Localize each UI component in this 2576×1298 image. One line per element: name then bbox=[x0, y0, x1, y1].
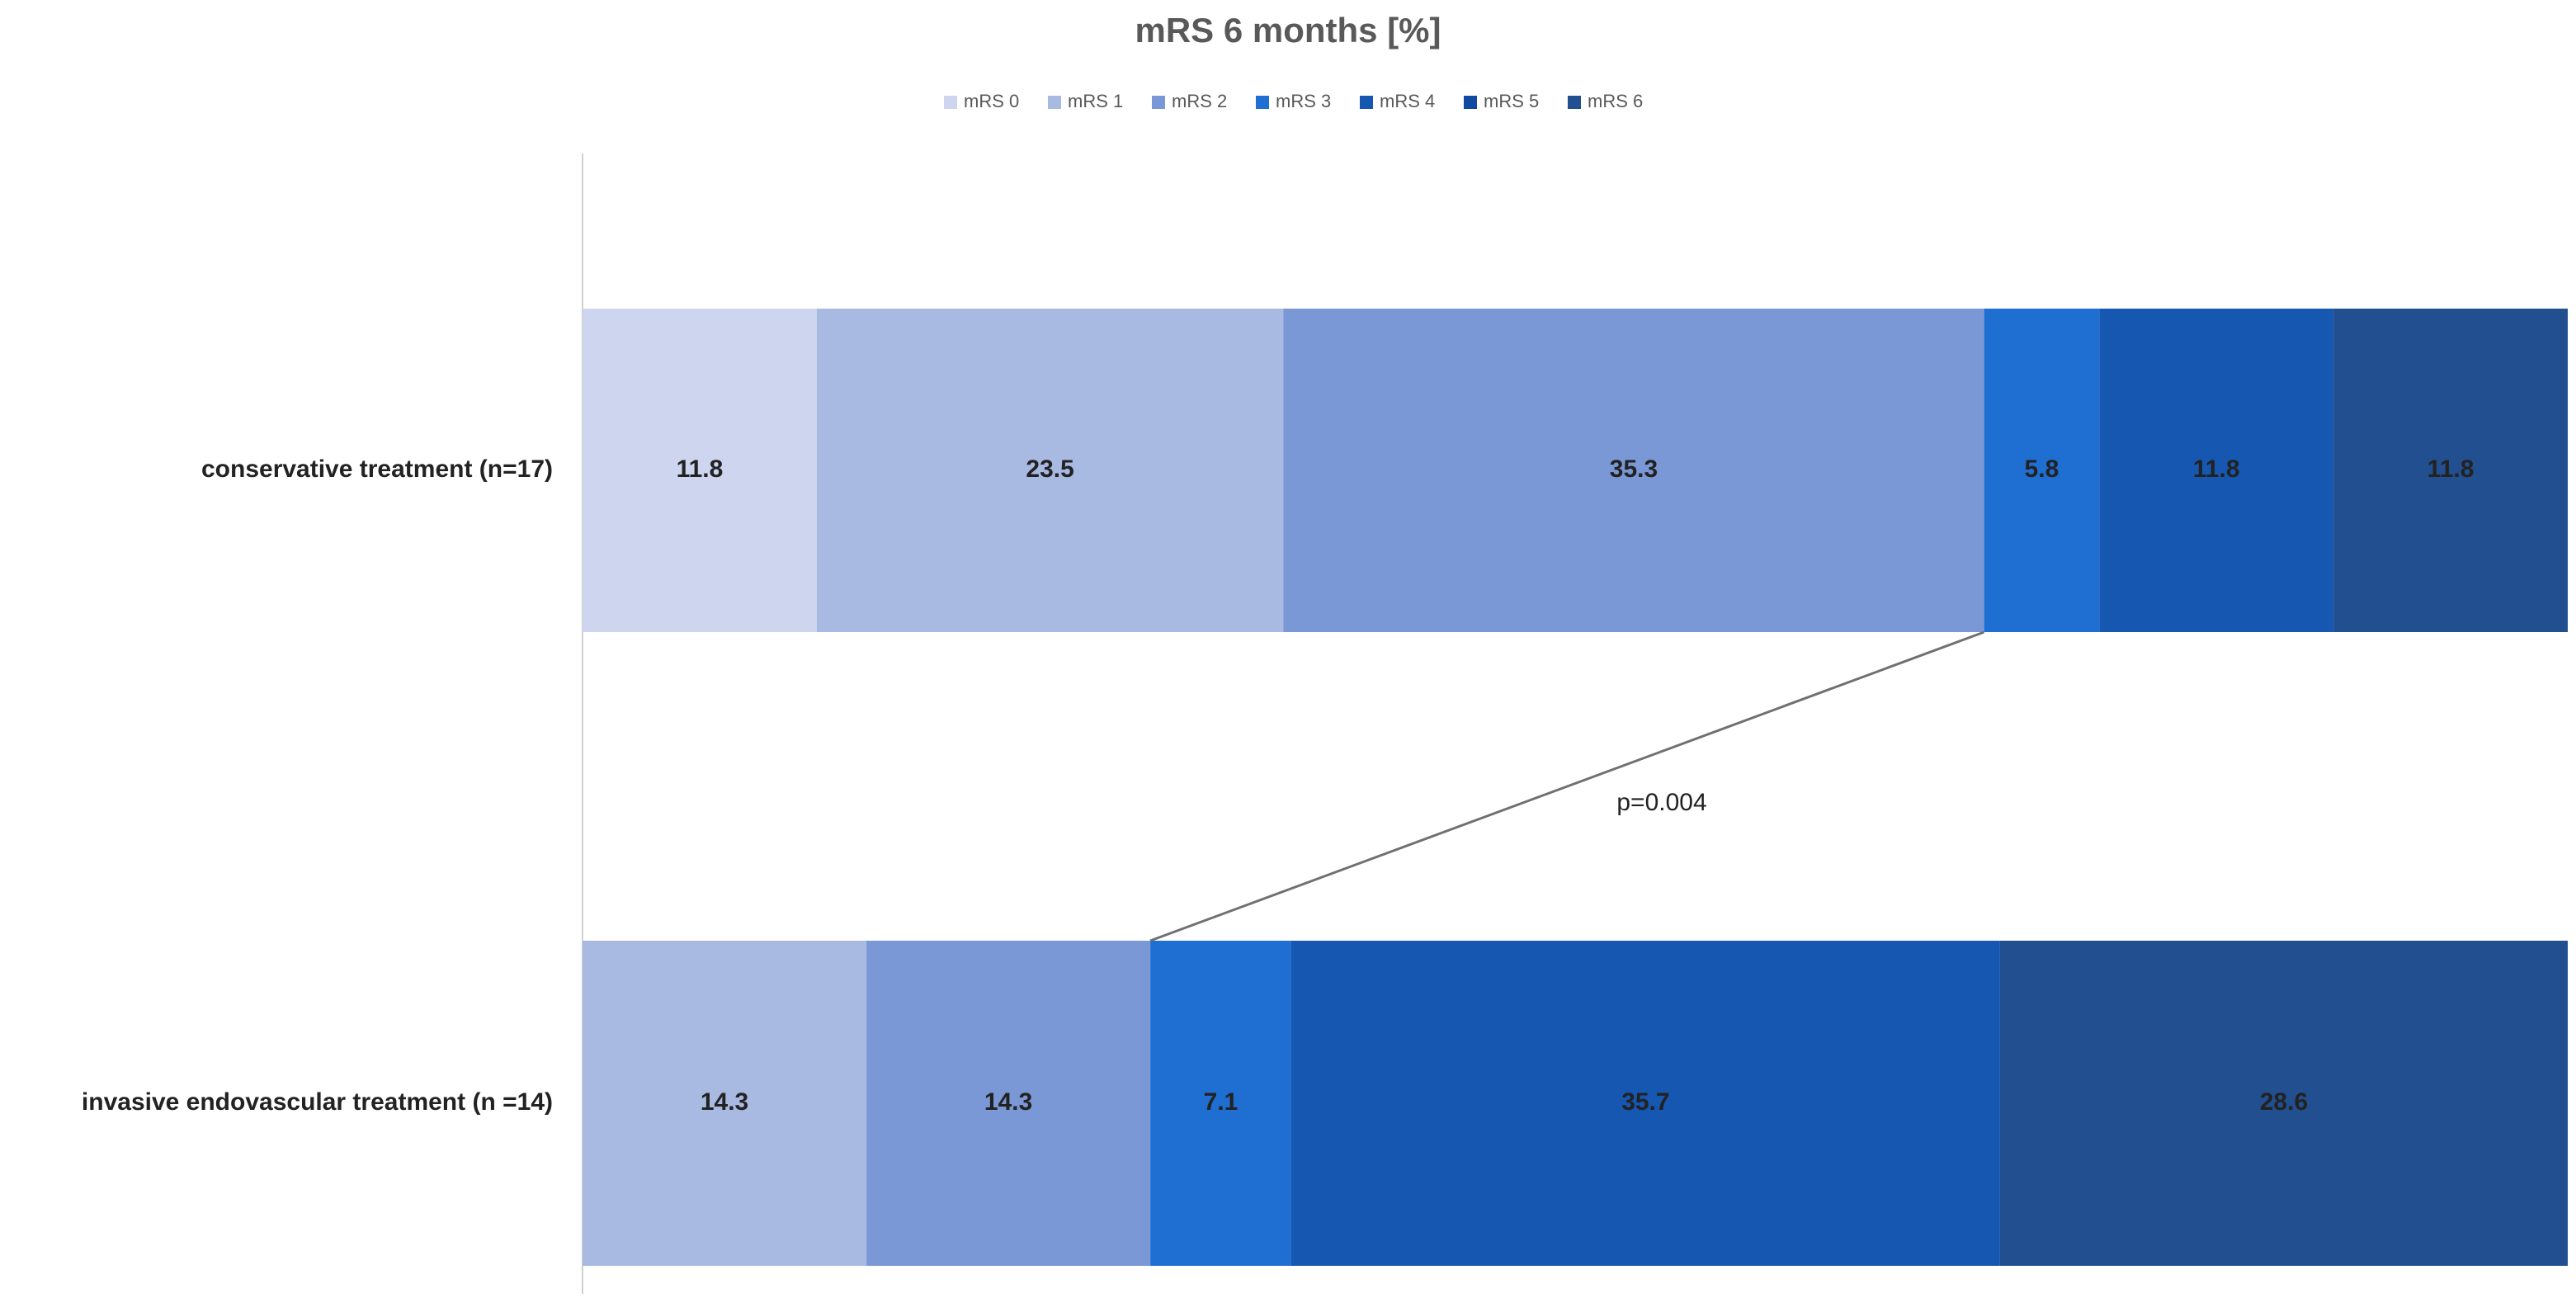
annotation: p=0.004 bbox=[1616, 789, 1706, 816]
legend-label: mRS 6 bbox=[1588, 91, 1643, 111]
value-label: 11.8 bbox=[677, 455, 724, 483]
category-label: invasive endovascular treatment (n =14) bbox=[82, 1088, 553, 1116]
legend-label: mRS 4 bbox=[1380, 91, 1435, 111]
bar-segment bbox=[583, 309, 817, 632]
value-label: 23.5 bbox=[1026, 455, 1073, 483]
category-label: conservative treatment (n=17) bbox=[201, 455, 553, 483]
bar-segment bbox=[866, 941, 1151, 1266]
chart-title: mRS 6 months [%] bbox=[1135, 11, 1441, 50]
bar-segment bbox=[1290, 941, 2000, 1266]
value-label: 14.3 bbox=[701, 1088, 748, 1116]
legend-label: mRS 3 bbox=[1276, 91, 1331, 111]
value-label: 7.1 bbox=[1204, 1088, 1238, 1116]
bar-segment bbox=[1984, 309, 2100, 632]
bar-segment bbox=[583, 941, 867, 1266]
bar-segment bbox=[1283, 309, 1984, 632]
annotation-line bbox=[1149, 630, 1985, 942]
legend-swatch bbox=[1152, 96, 1165, 109]
value-label: 11.8 bbox=[2427, 455, 2475, 483]
legend-swatch bbox=[1464, 96, 1477, 109]
legend-label: mRS 5 bbox=[1484, 91, 1539, 111]
bar-segment bbox=[2099, 309, 2334, 632]
legend-label: mRS 0 bbox=[964, 91, 1019, 111]
value-label: 35.3 bbox=[1610, 455, 1658, 483]
bar-segment bbox=[1999, 941, 2568, 1266]
value-label: 35.7 bbox=[1621, 1088, 1669, 1116]
legend-label: mRS 1 bbox=[1068, 91, 1123, 111]
legend-swatch bbox=[1256, 96, 1269, 109]
legend-label: mRS 2 bbox=[1172, 91, 1227, 111]
bar-segment bbox=[1150, 941, 1291, 1266]
legend-swatch bbox=[1360, 96, 1373, 109]
value-label: 28.6 bbox=[2260, 1088, 2308, 1116]
value-label: 11.8 bbox=[2193, 455, 2240, 483]
bar-segment bbox=[816, 309, 1284, 632]
legend-swatch bbox=[944, 96, 957, 109]
value-label: 5.8 bbox=[2025, 455, 2059, 483]
bar-segment bbox=[2333, 309, 2568, 632]
legend-swatch bbox=[1568, 96, 1581, 109]
legend-swatch bbox=[1048, 96, 1061, 109]
value-label: 14.3 bbox=[984, 1088, 1032, 1116]
